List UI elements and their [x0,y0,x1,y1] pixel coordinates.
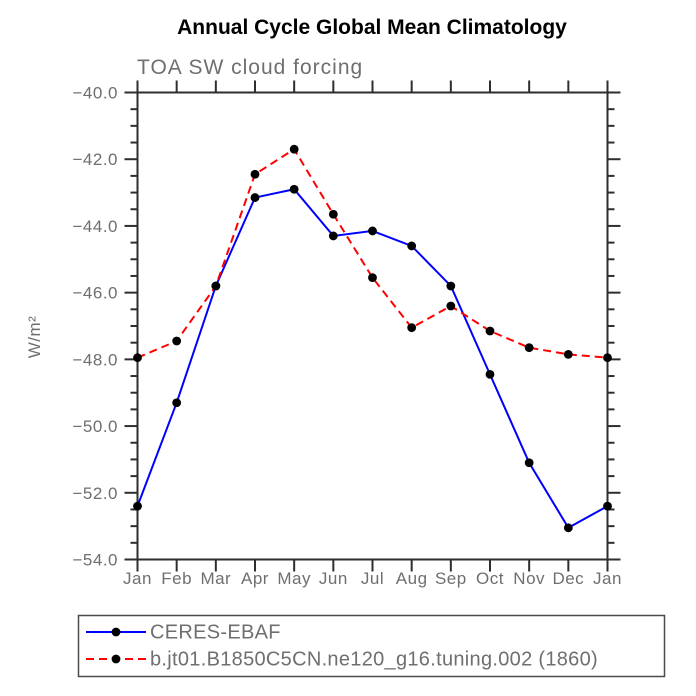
data-point-marker [250,169,260,179]
x-tick-label: Oct [476,569,504,588]
series-observation [133,184,612,533]
data-point-marker [485,326,495,336]
y-axis-tick-labels: −40.0 −42.0 −44.0 −46.0 −48.0 −50.0 −52.0 −54.0 [72,84,118,570]
chart-title: Annual Cycle Global Mean Climatology [177,16,567,39]
chart-subtitle: TOA SW cloud forcing [137,56,363,79]
legend-label-observation: CERES-EBAF [150,622,281,644]
data-point-marker [524,343,534,353]
x-tick-label: Mar [200,569,231,588]
axis-ticks [124,80,621,572]
x-tick-label: Aug [396,569,428,588]
x-tick-label: Apr [241,569,269,588]
series-model [133,144,612,363]
legend-marker-dot-icon [111,627,121,637]
solid-data-line [136,188,608,530]
x-tick-label: Jul [361,569,384,588]
legend-label-model: b.jt01.B1850C5CN.ne120_g16.tuning.002 (1… [150,649,598,671]
plot-frame [136,91,609,561]
legend-item-observation: CERES-EBAF [86,622,281,644]
x-tick-label: Dec [552,569,584,588]
dashed-data-line [137,147,608,359]
data-point-marker [289,184,299,194]
y-tick-label: −48.0 [72,350,118,369]
data-point-marker [603,353,612,363]
data-point-marker [133,501,142,511]
x-axis-tick-labels: Jan Feb Mar Apr May Jun Jul Aug Sep Oct Nov Dec Jan [123,569,622,588]
y-tick-label: −44.0 [72,217,118,236]
data-point-marker [407,241,417,251]
data-point-marker [328,209,338,219]
data-point-marker [328,231,338,241]
legend-item-model: b.jt01.B1850C5CN.ne120_g16.tuning.002 (1… [86,649,598,671]
x-tick-label: Sep [435,569,467,588]
legend-marker-dot-icon [111,654,121,664]
plot-frame-rect [136,91,609,561]
data-point-marker [563,349,573,359]
data-point-marker [211,281,221,291]
data-point-marker [289,144,299,154]
y-tick-label: −52.0 [72,484,118,503]
y-tick-label: −50.0 [72,417,118,436]
x-tick-label: Jun [319,569,348,588]
data-point-marker [407,323,417,333]
y-tick-label: −40.0 [72,84,118,103]
data-point-marker [446,301,456,311]
data-point-marker [250,193,260,202]
y-tick-label: −54.0 [72,551,118,570]
data-point-marker [446,281,456,291]
data-point-marker [172,336,182,346]
data-point-marker [172,398,182,408]
y-axis-label: W/m² [25,316,44,359]
legend: CERES-EBAF b.jt01.B1850C5CN.ne120_g16.tu… [77,614,666,678]
data-point-marker [603,501,612,511]
data-series [133,144,612,533]
x-tick-label: Jan [593,569,622,588]
data-point-marker [485,369,495,379]
legend-box [77,614,666,678]
data-point-marker [368,273,377,283]
x-tick-label: Nov [513,569,545,588]
data-point-marker [368,226,377,236]
y-tick-label: −46.0 [72,284,118,303]
data-point-marker [524,458,534,468]
y-tick-label: −42.0 [72,150,118,169]
x-tick-label: May [277,569,311,588]
data-point-marker [133,353,142,363]
data-point-marker [563,523,573,533]
x-tick-label: Jan [123,569,152,588]
x-tick-label: Feb [161,569,192,588]
